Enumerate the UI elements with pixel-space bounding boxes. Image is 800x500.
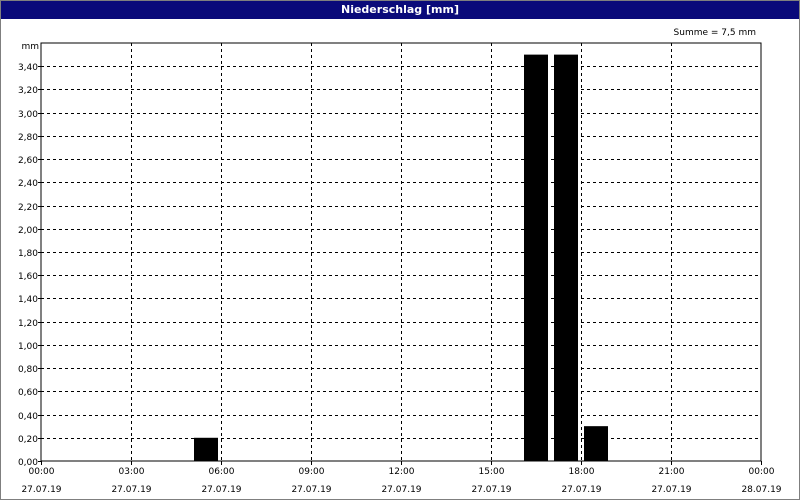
x-tick-time-label: 06:00 (209, 467, 235, 477)
x-tick-date-label: 27.07.19 (111, 485, 151, 495)
x-tick-date-label: 27.07.19 (291, 485, 331, 495)
y-tick-label: 0,20 (18, 435, 38, 445)
x-tick-time-label: 18:00 (569, 467, 595, 477)
y-tick-label: 2,00 (18, 226, 38, 236)
x-tick-date-label: 27.07.19 (651, 485, 691, 495)
y-tick-label: 2,80 (18, 133, 38, 143)
precipitation-bar (584, 426, 608, 461)
y-tick-label: 0,80 (18, 365, 38, 375)
y-tick-label: 1,20 (18, 319, 38, 329)
y-tick-label: 3,00 (18, 110, 38, 120)
x-tick-date-label: 27.07.19 (201, 485, 241, 495)
precipitation-bar (524, 54, 548, 461)
y-tick-label: 0,60 (18, 388, 38, 398)
x-tick-time-label: 03:00 (119, 467, 145, 477)
y-tick-label: 2,40 (18, 179, 38, 189)
y-tick-label: 3,20 (18, 86, 38, 96)
bars (194, 54, 608, 461)
y-axis-unit-label: mm (21, 42, 39, 52)
x-tick-time-label: 00:00 (29, 467, 55, 477)
y-tick-label: 2,60 (18, 156, 38, 166)
y-tick-label: 1,40 (18, 295, 38, 305)
x-tick-date-label: 27.07.19 (381, 485, 421, 495)
precipitation-chart: mm Summe = 7,5 mm 0,00 0,20 0,40 0,60 0,80 1,… (18, 28, 782, 495)
grid (41, 43, 761, 461)
y-tick-label: 3,40 (18, 63, 38, 73)
y-tick-label: 1,60 (18, 272, 38, 282)
summary-label: Summe = 7,5 mm (674, 28, 756, 38)
y-tick-label: 1,80 (18, 249, 38, 259)
x-tick-time-label: 12:00 (389, 467, 415, 477)
x-tick-time-label: 15:00 (479, 467, 505, 477)
x-axis-ticks: 00:00 27.07.19 03:00 27.07.19 06:00 27.07.19 0… (21, 461, 782, 495)
plot-area-frame (40, 42, 762, 462)
x-tick-time-label: 21:00 (659, 467, 685, 477)
y-tick-label: 1,00 (18, 342, 38, 352)
y-axis-ticks: 0,00 0,20 0,40 0,60 0,80 1,00 1,20 1,40 1,60 1,80… (18, 63, 41, 468)
y-tick-label: 0,40 (18, 412, 38, 422)
x-tick-date-label: 27.07.19 (561, 485, 601, 495)
window-title: Niederschlag [mm] (1, 1, 799, 19)
x-tick-date-label: 27.07.19 (21, 485, 61, 495)
y-tick-label: 0,00 (18, 458, 38, 468)
precipitation-bar (554, 54, 578, 461)
x-tick-date-label: 27.07.19 (471, 485, 511, 495)
y-tick-label: 2,20 (18, 203, 38, 213)
x-tick-time-label: 00:00 (749, 467, 775, 477)
x-tick-date-label: 28.07.19 (741, 485, 781, 495)
precipitation-bar (194, 437, 218, 461)
x-tick-time-label: 09:00 (299, 467, 325, 477)
